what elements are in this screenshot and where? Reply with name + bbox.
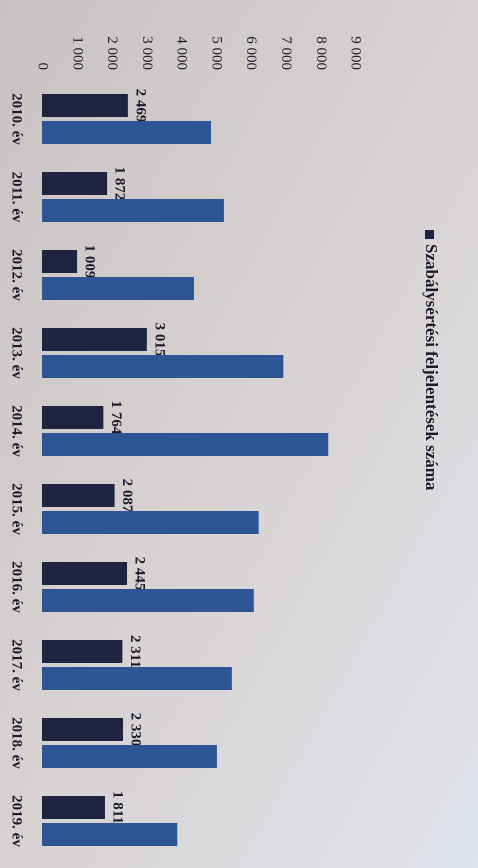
bar: [42, 718, 124, 741]
y-tick-label: 8 000: [313, 36, 329, 70]
x-tick-label: 2013. év: [9, 327, 25, 379]
data-label: 1 764: [108, 401, 124, 435]
x-tick-label: 2016. év: [9, 561, 25, 613]
x-tick-label: 2014. év: [9, 405, 25, 457]
y-tick-label: 9 000: [348, 36, 364, 70]
data-label: 1 872: [112, 167, 128, 201]
bar: [42, 250, 78, 273]
x-tick-label: 2010. év: [9, 93, 25, 145]
y-tick-label: 1 000: [69, 36, 85, 70]
bar: [42, 94, 128, 117]
bar: [42, 277, 194, 300]
bar: [42, 589, 254, 612]
bar: [42, 640, 123, 663]
bar: [42, 667, 232, 690]
bar: [42, 433, 329, 456]
legend-swatch: [425, 230, 434, 239]
x-tick-label: 2011. év: [9, 172, 25, 223]
y-tick-label: 6 000: [243, 36, 259, 70]
bar: [42, 511, 259, 534]
x-tick-label: 2019. év: [9, 795, 25, 847]
y-tick-label: 7 000: [278, 36, 294, 70]
bar: [42, 745, 217, 768]
bar: [42, 199, 224, 222]
data-label: 2 445: [132, 557, 148, 591]
x-tick-label: 2012. év: [9, 249, 25, 301]
x-tick-label: 2017. év: [9, 639, 25, 691]
bar: [42, 823, 178, 846]
bar: [42, 562, 128, 585]
data-label: 1 811: [110, 791, 126, 824]
data-label: 2 469: [132, 89, 148, 123]
bar: [42, 484, 115, 507]
y-tick-label: 2 000: [104, 36, 120, 70]
y-tick-label: 0: [35, 63, 51, 71]
data-label: 1 009: [82, 245, 98, 279]
y-tick-label: 4 000: [174, 36, 190, 70]
bar: [42, 796, 105, 819]
data-label: 2 311: [127, 635, 143, 668]
data-label: 2 330: [128, 713, 144, 747]
data-label: 2 087: [119, 479, 135, 513]
x-tick-label: 2015. év: [9, 483, 25, 535]
bar: [42, 121, 212, 144]
data-label: 3 015: [151, 323, 167, 357]
bar: [42, 355, 284, 378]
y-tick-label: 3 000: [139, 36, 155, 70]
y-tick-label: 5 000: [208, 36, 224, 70]
x-tick-label: 2018. év: [9, 717, 25, 769]
legend-label: Szabálysértési feljelentések száma: [422, 244, 441, 491]
bar: [42, 172, 108, 195]
bar: [42, 328, 147, 351]
bar: [42, 406, 104, 429]
